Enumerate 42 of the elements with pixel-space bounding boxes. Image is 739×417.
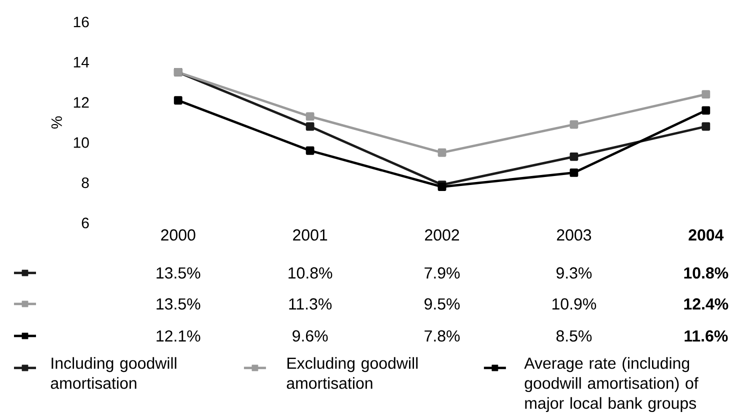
- data-label: 8.5%: [556, 330, 592, 342]
- x-tick-label: 2003: [556, 229, 592, 241]
- point: [306, 122, 314, 131]
- data-label: 12.4%: [684, 298, 728, 310]
- point: [438, 148, 446, 157]
- y-axis-title: %: [51, 116, 62, 129]
- data-label: 10.8%: [684, 267, 728, 279]
- y-tick-label: 8: [82, 178, 89, 188]
- point: [570, 152, 578, 161]
- data-label: 10.9%: [552, 298, 596, 310]
- point: [702, 106, 710, 115]
- point: [174, 96, 182, 105]
- x-tick-label: 2000: [161, 229, 196, 241]
- data-label: 11.6%: [684, 330, 728, 342]
- x-tick-label: 2004: [688, 229, 724, 241]
- data-label: 7.8%: [424, 330, 460, 342]
- data-label: 9.6%: [292, 330, 328, 342]
- point: [438, 182, 446, 192]
- data-label: 10.8%: [288, 267, 332, 279]
- x-tick-label: 2002: [425, 229, 459, 241]
- y-tick-label: 12: [74, 97, 89, 108]
- point: [570, 168, 578, 177]
- data-label: 7.9%: [424, 267, 460, 279]
- data-label: 13.5%: [156, 267, 200, 279]
- data-label: 13.5%: [156, 298, 200, 310]
- y-tick-label: 10: [74, 137, 89, 148]
- point: [702, 122, 710, 131]
- data-label: 11.3%: [289, 298, 332, 310]
- point: [306, 146, 314, 155]
- data-label: 9.5%: [424, 298, 460, 310]
- y-tick-label: 16: [74, 16, 89, 28]
- x-tick-label: 2001: [293, 229, 328, 241]
- y-tick-label: 14: [74, 57, 90, 68]
- legend-label: Excluding goodwill amortisation: [286, 357, 418, 389]
- point: [702, 90, 710, 99]
- y-tick-label: 6: [82, 218, 89, 228]
- data-label: 12.1%: [156, 330, 200, 342]
- point: [306, 112, 314, 121]
- legend-label: Including goodwill amortisation: [50, 357, 176, 389]
- data-label: 9.3%: [556, 267, 592, 279]
- legend-label: Average rate (including goodwill amortisation) of major local bank groups: [524, 357, 698, 412]
- point: [570, 120, 578, 129]
